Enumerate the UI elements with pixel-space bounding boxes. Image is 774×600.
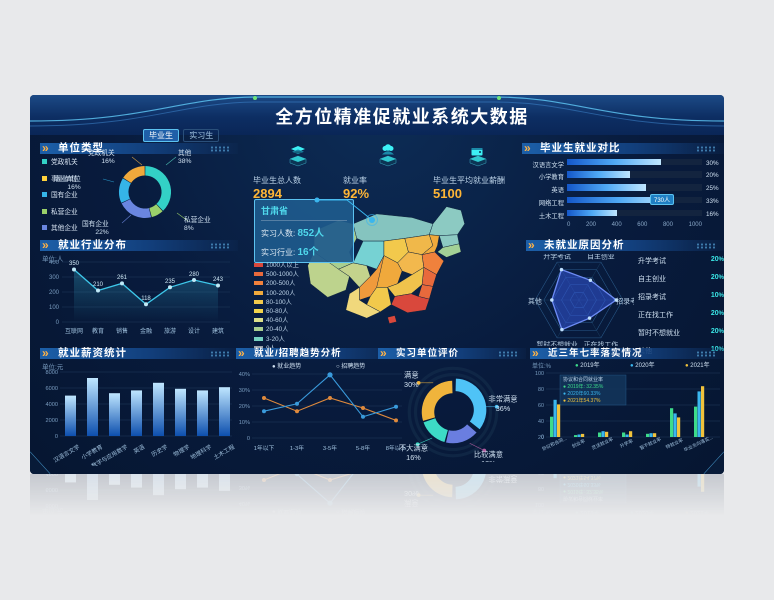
svg-text:10%: 10% — [239, 420, 250, 426]
svg-text:118: 118 — [141, 296, 151, 302]
svg-text:18%: 18% — [481, 459, 496, 462]
svg-text:非常满意: 非常满意 — [488, 395, 517, 404]
svg-text:其他: 其他 — [528, 296, 542, 305]
svg-text:30%: 30% — [404, 489, 419, 498]
svg-text:1-3年: 1-3年 — [290, 444, 304, 452]
svg-text:1年以下: 1年以下 — [254, 444, 275, 452]
svg-text:0: 0 — [55, 434, 58, 440]
svg-text:升学考试: 升学考试 — [543, 254, 571, 260]
svg-text:● 2021年54.37%: ● 2021年54.37% — [563, 397, 601, 404]
svg-text:8000: 8000 — [46, 370, 58, 376]
svg-text:协议和合同就业率: 协议和合同就业率 — [563, 376, 603, 383]
svg-text:40%: 40% — [239, 500, 250, 506]
svg-text:● 2020年60.33%: ● 2020年60.33% — [563, 390, 601, 397]
svg-text:金融: 金融 — [140, 543, 152, 544]
svg-text:● 2020年60.33%: ● 2020年60.33% — [563, 481, 601, 488]
svg-text:招录考试: 招录考试 — [616, 296, 634, 305]
svg-text:100: 100 — [535, 371, 544, 377]
svg-text:地理科学: 地理科学 — [189, 443, 213, 462]
svg-text:20%: 20% — [239, 404, 250, 410]
svg-text:0: 0 — [541, 435, 544, 441]
svg-text:0: 0 — [247, 436, 250, 442]
svg-text:互联网: 互联网 — [65, 327, 83, 335]
svg-text:60: 60 — [538, 474, 544, 475]
svg-text:210: 210 — [93, 282, 104, 288]
svg-text:创业率: 创业率 — [571, 437, 587, 449]
svg-text:280: 280 — [189, 272, 200, 278]
svg-text:30%: 30% — [239, 388, 250, 394]
svg-text:英语: 英语 — [132, 443, 146, 456]
svg-text:旅游: 旅游 — [164, 327, 176, 335]
svg-text:● 2019年: 32.35%: ● 2019年: 32.35% — [563, 488, 604, 495]
svg-text:80: 80 — [538, 387, 544, 393]
svg-text:建筑: 建筑 — [212, 327, 224, 335]
svg-text:物理学: 物理学 — [172, 443, 191, 459]
svg-text:互联网: 互联网 — [65, 543, 83, 544]
svg-text:0: 0 — [56, 320, 60, 326]
svg-text:3-5年: 3-5年 — [323, 444, 337, 452]
svg-text:2000: 2000 — [46, 418, 58, 424]
svg-text:30%: 30% — [404, 380, 419, 389]
svg-text:243: 243 — [213, 277, 224, 283]
svg-text:不大满意: 不大满意 — [399, 444, 428, 453]
svg-text:金融: 金融 — [140, 327, 152, 335]
svg-text:历史学: 历史学 — [150, 443, 169, 459]
svg-text:协议和合同...: 协议和合同... — [541, 435, 568, 453]
svg-text:5-8年: 5-8年 — [356, 444, 370, 452]
svg-text:80: 80 — [538, 485, 544, 491]
svg-text:235: 235 — [165, 279, 176, 285]
svg-text:特就业率: 特就业率 — [665, 436, 685, 450]
svg-text:满意: 满意 — [404, 498, 419, 507]
svg-text:满意: 满意 — [404, 371, 419, 380]
svg-text:40: 40 — [538, 419, 544, 425]
svg-text:200: 200 — [49, 290, 60, 296]
svg-text:比较满意: 比较满意 — [474, 450, 503, 459]
svg-text:● 2021年54.37%: ● 2021年54.37% — [563, 474, 601, 481]
svg-text:● 2019年: 32.35%: ● 2019年: 32.35% — [563, 383, 604, 390]
svg-text:灵活就业率: 灵活就业率 — [590, 435, 614, 451]
svg-text:261: 261 — [117, 275, 128, 281]
svg-text:4000: 4000 — [46, 474, 58, 476]
svg-text:教育: 教育 — [92, 543, 104, 544]
svg-text:4000: 4000 — [46, 402, 58, 408]
svg-text:30%: 30% — [239, 484, 250, 490]
svg-text:旅游: 旅游 — [164, 543, 176, 544]
svg-text:非常满意: 非常满意 — [488, 474, 517, 483]
svg-text:300: 300 — [49, 275, 60, 281]
svg-text:暂不就业率: 暂不就业率 — [638, 435, 662, 451]
svg-text:100: 100 — [49, 305, 60, 311]
svg-text:350: 350 — [69, 261, 80, 267]
svg-text:40%: 40% — [239, 372, 250, 378]
svg-text:教育: 教育 — [92, 327, 104, 335]
svg-text:暂时不想就业: 暂时不想就业 — [536, 340, 577, 346]
svg-text:400: 400 — [49, 260, 60, 266]
svg-text:正在找工作: 正在找工作 — [584, 340, 619, 346]
svg-text:销售: 销售 — [116, 327, 128, 335]
svg-text:36%: 36% — [496, 404, 511, 413]
svg-text:汉语言文学: 汉语言文学 — [52, 443, 81, 465]
svg-text:自主创业: 自主创业 — [587, 254, 615, 260]
svg-text:6000: 6000 — [46, 486, 58, 492]
svg-text:100: 100 — [535, 501, 544, 507]
svg-text:8000: 8000 — [46, 502, 58, 508]
svg-text:销售: 销售 — [116, 543, 128, 544]
svg-text:60: 60 — [538, 403, 544, 409]
svg-text:16%: 16% — [406, 453, 421, 462]
svg-text:6000: 6000 — [46, 386, 58, 392]
svg-text:土木工程: 土木工程 — [212, 443, 236, 462]
svg-text:建筑: 建筑 — [212, 543, 224, 544]
svg-text:协议和合同就业率: 协议和合同就业率 — [563, 495, 603, 502]
svg-text:设计: 设计 — [188, 543, 200, 544]
svg-text:设计: 设计 — [188, 327, 200, 335]
svg-text:暂时不想就业: 暂时不想就业 — [536, 532, 577, 538]
svg-text:升学率: 升学率 — [619, 437, 635, 449]
svg-text:正在找工作: 正在找工作 — [584, 532, 619, 538]
